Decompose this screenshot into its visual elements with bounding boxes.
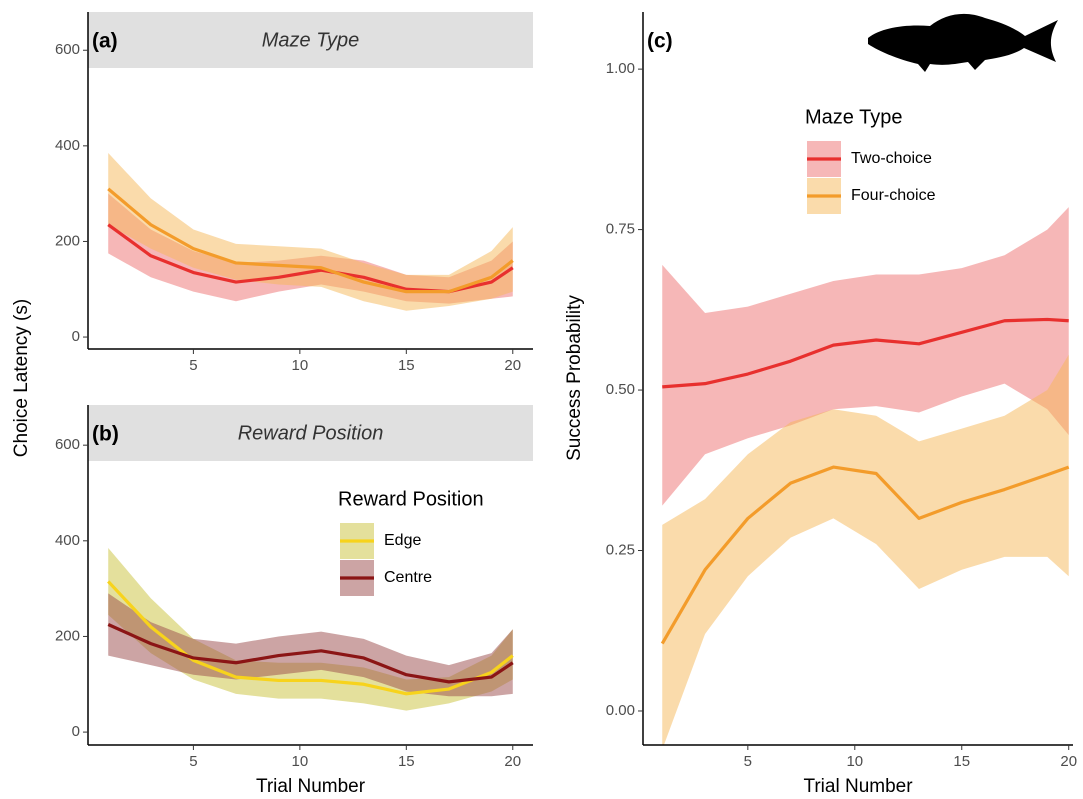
strip-title: Maze Type — [262, 29, 359, 51]
x-tick-label: 20 — [504, 357, 521, 374]
confidence-band — [108, 593, 513, 697]
legend-label: Centre — [384, 569, 432, 586]
y-tick-label: 400 — [55, 137, 80, 154]
confidence-band — [662, 354, 1069, 745]
series-line — [662, 317, 1069, 389]
legend-label: Two-choice — [851, 150, 932, 167]
panel-label: (c) — [647, 30, 673, 53]
y-tick-label: 200 — [55, 627, 80, 644]
x-tick-label: 15 — [953, 753, 970, 770]
y-tick-label: 600 — [55, 436, 80, 453]
x-tick-label: 5 — [189, 753, 197, 770]
legend-label: Edge — [384, 532, 421, 549]
x-tick-label: 15 — [398, 753, 415, 770]
plot-area — [107, 547, 514, 711]
y-tick-label: 0.50 — [606, 381, 635, 398]
series-line — [107, 623, 514, 684]
legend-title: Maze Type — [805, 106, 902, 128]
x-tick-label: 10 — [292, 357, 309, 374]
confidence-band — [108, 153, 513, 311]
y-tick-label: 0.75 — [606, 221, 635, 238]
x-tick-label: 15 — [398, 357, 415, 374]
y-tick-label: 0 — [72, 723, 80, 740]
confidence-band — [662, 207, 1069, 506]
legend-title: Reward Position — [338, 488, 484, 510]
y-tick-label: 200 — [55, 232, 80, 249]
y-tick-label: 600 — [55, 41, 80, 58]
y-axis-title: Success Probability — [564, 295, 585, 461]
panel-label: (a) — [92, 30, 118, 53]
fish-silhouette — [868, 13, 1058, 72]
x-axis-title: Trial Number — [803, 776, 913, 797]
series-line — [660, 465, 1070, 645]
x-tick-label: 20 — [1060, 753, 1077, 770]
x-tick-label: 10 — [846, 753, 863, 770]
series-line — [107, 187, 514, 294]
strip-title: Reward Position — [238, 422, 384, 444]
x-tick-label: 20 — [504, 753, 521, 770]
series-line — [107, 580, 514, 696]
strip — [88, 405, 533, 461]
y-tick-label: 0.25 — [606, 541, 635, 558]
x-tick-label: 5 — [189, 357, 197, 374]
y-tick-label: 0.00 — [606, 702, 635, 719]
panel-label: (b) — [92, 423, 119, 446]
x-axis-title: Trial Number — [256, 776, 366, 797]
plot-area — [660, 207, 1070, 745]
strip — [88, 12, 533, 68]
y-tick-label: 400 — [55, 532, 80, 549]
y-axis-title: Choice Latency (s) — [11, 299, 32, 457]
y-tick-label: 1.00 — [606, 60, 635, 77]
y-tick-label: 0 — [72, 328, 80, 345]
legend-label: Four-choice — [851, 187, 936, 204]
x-tick-label: 5 — [744, 753, 752, 770]
plot-area — [107, 153, 514, 311]
x-tick-label: 10 — [292, 753, 309, 770]
